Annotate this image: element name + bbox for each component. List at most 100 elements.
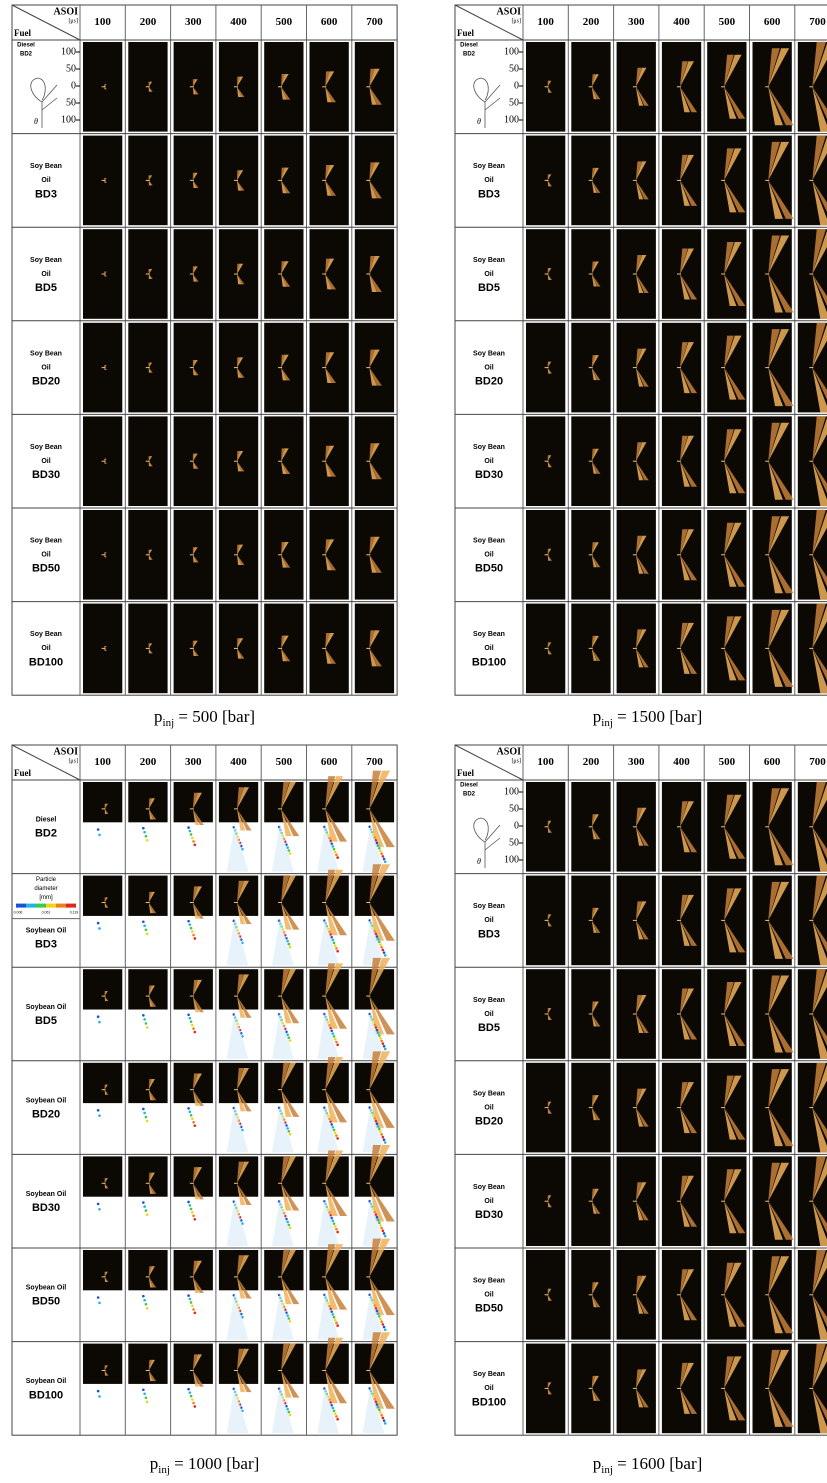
spray-image [83, 1156, 122, 1196]
fuel-label: Oil [484, 271, 493, 278]
particle [288, 1411, 291, 1414]
particle [191, 1024, 194, 1027]
column-label: 100 [94, 756, 111, 768]
fuel-label: Oil [41, 364, 50, 371]
particle [190, 1395, 193, 1398]
particle [97, 828, 100, 831]
fuel-label: BD100 [472, 656, 506, 668]
particle [378, 847, 381, 850]
particle [97, 1390, 100, 1393]
column-label: 600 [764, 16, 781, 28]
column-label: 700 [809, 756, 826, 768]
particle [382, 949, 385, 952]
fuel-label: Soy Bean [473, 1371, 505, 1378]
spray-image [83, 1344, 122, 1384]
particle [384, 1141, 387, 1144]
fuel-label: BD50 [475, 563, 503, 575]
fuel-label: BD5 [478, 1022, 500, 1034]
fuel-label: Diesel [460, 783, 478, 789]
particle [336, 1324, 339, 1327]
column-label: 500 [276, 756, 293, 768]
particle [334, 1319, 337, 1322]
particle [142, 1108, 145, 1111]
particle [289, 946, 292, 949]
particle [143, 1112, 146, 1115]
scale-label: 50 [66, 97, 76, 108]
particle [189, 1391, 192, 1394]
fuel-label: Soy Bean [473, 163, 505, 170]
caption-value: = 1500 [bar] [613, 707, 702, 726]
spray-image [83, 1063, 122, 1103]
particle [383, 951, 386, 954]
particle [190, 927, 193, 930]
particle [97, 1015, 100, 1018]
header-unit: [μs] [68, 758, 78, 764]
fuel-label: BD100 [29, 1389, 63, 1401]
spray-image [310, 510, 349, 600]
spray-image [355, 604, 394, 694]
fuel-label: Soy Bean [30, 538, 62, 545]
particle [145, 1022, 148, 1025]
particle [289, 1039, 292, 1042]
fuel-label: BD3 [478, 188, 500, 200]
particle [192, 1308, 195, 1311]
fuel-label: BD20 [32, 376, 60, 388]
particle [145, 835, 148, 838]
spray-image [174, 1344, 213, 1384]
caption-subscript: inj [163, 717, 175, 729]
particle [333, 1316, 336, 1319]
particle [142, 1388, 145, 1391]
fuel-label: Soy Bean [473, 903, 505, 910]
particle [377, 844, 380, 847]
fuel-label: BD20 [475, 1116, 503, 1128]
particle [191, 1305, 194, 1308]
spray-image [128, 969, 167, 1009]
spray-image [662, 229, 701, 319]
fuel-label: Soybean Oil [26, 1004, 67, 1011]
particle [187, 826, 190, 829]
particle [383, 1139, 386, 1142]
particle [384, 1235, 387, 1238]
spray-image [219, 42, 258, 132]
spray-image [264, 604, 303, 694]
spray-image [355, 136, 394, 226]
particle [335, 1322, 338, 1325]
spray-image [662, 1063, 701, 1153]
fuel-label: BD5 [35, 282, 57, 294]
particle [289, 1227, 292, 1230]
fuel-label: BD2 [35, 828, 57, 840]
fuel-label: BD2 [463, 52, 476, 58]
header-fuel: Fuel [14, 28, 31, 38]
spray-image [174, 1063, 213, 1103]
particle [190, 1114, 193, 1117]
spray-image [264, 136, 303, 226]
fuel-label: BD30 [475, 1209, 503, 1221]
fuel-label: Oil [41, 552, 50, 559]
particle [382, 1136, 385, 1139]
particle [379, 850, 382, 853]
column-label: 700 [366, 756, 383, 768]
particle [289, 852, 292, 855]
fuel-label: BD50 [475, 1303, 503, 1315]
spray-image [174, 1156, 213, 1196]
spray-image [662, 416, 701, 506]
spray-image [128, 1156, 167, 1196]
fuel-label: Soy Bean [30, 163, 62, 170]
spray-image [662, 876, 701, 966]
spray-image [128, 1344, 167, 1384]
fuel-label: BD100 [472, 1396, 506, 1408]
particle [146, 1307, 149, 1310]
particle [379, 1411, 382, 1414]
particle [192, 1121, 195, 1124]
column-label: 300 [185, 16, 202, 28]
particle [189, 1204, 192, 1207]
particle [145, 929, 148, 932]
fuel-label: BD2 [463, 792, 476, 798]
particle [288, 849, 291, 852]
column-label: 500 [719, 756, 736, 768]
spray-image [174, 1250, 213, 1290]
particle [187, 1013, 190, 1016]
particle [142, 1201, 145, 1204]
legend-tick: 0.119 [70, 911, 79, 915]
spray-image [128, 1063, 167, 1103]
